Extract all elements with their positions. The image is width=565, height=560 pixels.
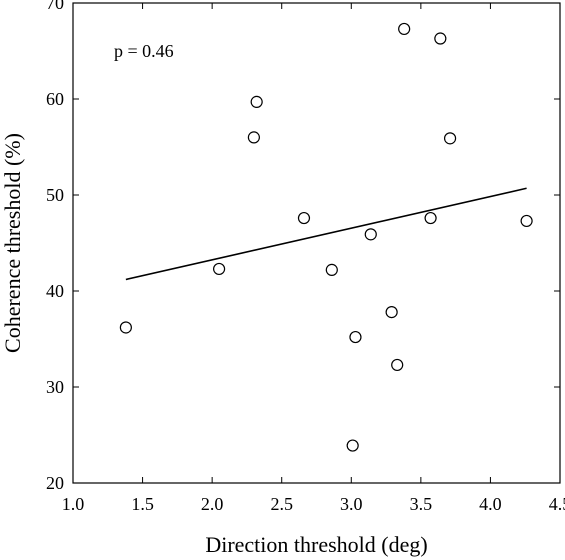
data-point bbox=[250, 95, 263, 108]
x-tick-label: 4.0 bbox=[479, 494, 502, 514]
data-point bbox=[247, 131, 260, 144]
data-point bbox=[520, 214, 533, 228]
x-axis-title: Direction threshold (deg) bbox=[205, 532, 427, 557]
x-tick-label: 4.5 bbox=[549, 494, 565, 514]
data-point bbox=[346, 439, 359, 452]
x-tick-label: 1.0 bbox=[62, 494, 85, 514]
data-point bbox=[385, 306, 398, 319]
data-point bbox=[443, 132, 457, 145]
y-tick-label: 50 bbox=[46, 185, 64, 205]
data-point bbox=[349, 330, 362, 344]
x-tick-label: 1.5 bbox=[131, 494, 154, 514]
data-point bbox=[424, 211, 437, 225]
data-point bbox=[297, 211, 311, 225]
data-point bbox=[391, 358, 404, 372]
data-point bbox=[364, 228, 377, 241]
y-axis-title: Coherence threshold (%) bbox=[0, 133, 25, 353]
x-tick-label: 3.5 bbox=[410, 494, 433, 514]
p-value-annotation: p = 0.46 bbox=[114, 41, 174, 61]
y-tick-label: 60 bbox=[46, 89, 64, 109]
y-tick-label: 30 bbox=[46, 377, 64, 397]
y-tick-label: 40 bbox=[46, 281, 64, 301]
y-tick-label: 70 bbox=[46, 0, 64, 13]
y-tick-label: 20 bbox=[46, 473, 64, 493]
x-tick-label: 3.0 bbox=[340, 494, 363, 514]
regression-line-group bbox=[125, 187, 527, 281]
data-point bbox=[434, 32, 447, 45]
data-point bbox=[213, 262, 226, 276]
regression-line bbox=[125, 187, 527, 281]
data-point bbox=[119, 321, 132, 334]
x-tick-label: 2.0 bbox=[201, 494, 224, 514]
x-tick-label: 2.5 bbox=[270, 494, 293, 514]
data-point bbox=[398, 22, 411, 36]
axis-ticks: 1.0 1.5 2.0 2.5 3.0 3.5 4.0 4.5 20 30 40 50 60 70 bbox=[46, 0, 565, 514]
data-points bbox=[119, 22, 533, 452]
data-point bbox=[325, 263, 338, 276]
plot-frame bbox=[72, 2, 561, 484]
